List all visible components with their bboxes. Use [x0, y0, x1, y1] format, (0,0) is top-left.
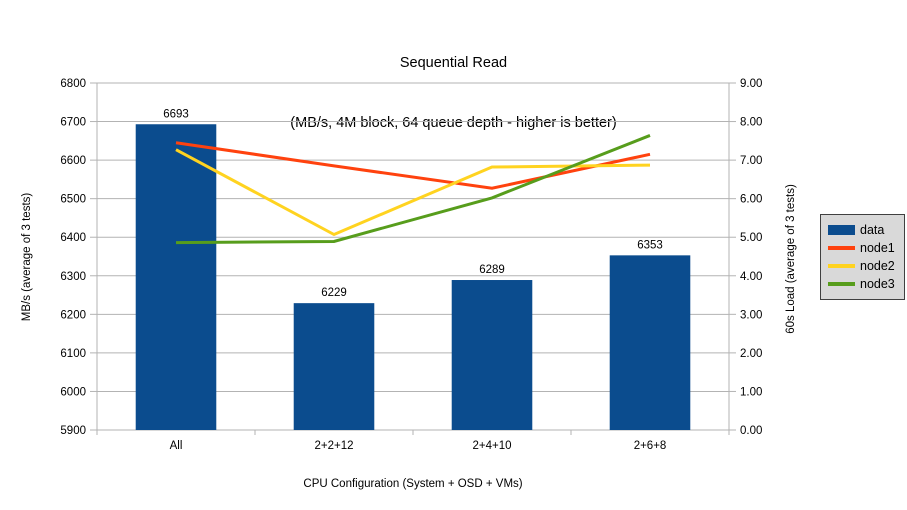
right-axis-tick-label: 6.00	[740, 194, 762, 206]
bar-value-label: 6693	[163, 108, 189, 120]
legend-item-data: data	[828, 221, 902, 239]
bar-All	[135, 124, 217, 430]
right-axis-tick-label: 0.00	[740, 425, 762, 437]
bar-2+6+8	[609, 255, 691, 430]
bar-2+2+12	[293, 303, 375, 430]
legend-label-node3: node3	[860, 277, 895, 291]
right-axis-tick-label: 4.00	[740, 271, 762, 283]
legend-swatch-data	[828, 225, 855, 235]
bar-2+4+10	[451, 280, 533, 430]
chart-subtitle: (MB/s, 4M block, 64 queue depth - higher…	[290, 115, 617, 131]
bar-value-label: 6229	[321, 287, 347, 299]
legend-swatch-node2	[828, 264, 855, 268]
right-axis-tick-label: 9.00	[740, 78, 762, 90]
left-axis-tick-label: 6300	[60, 271, 86, 283]
x-category-label: 2+6+8	[634, 440, 667, 452]
left-axis-tick-label: 6000	[60, 386, 86, 398]
left-axis-title: MB/s (average of 3 tests)	[21, 193, 33, 322]
legend-item-node3: node3	[828, 275, 902, 293]
right-axis-tick-label: 8.00	[740, 117, 762, 129]
x-axis-title: CPU Configuration (System + OSD + VMs)	[303, 478, 522, 490]
legend-label-data: data	[860, 223, 885, 237]
chart-title: Sequential Read	[399, 55, 508, 71]
right-axis-tick-label: 3.00	[740, 309, 762, 321]
legend-swatch-node3	[828, 282, 855, 286]
x-category-label: All	[170, 440, 183, 452]
plot-generated-content: 5900 6000 6100 6200 6300 6400 6500 6600 6700 6800…	[60, 78, 762, 452]
legend: data node1 node2 node3	[820, 214, 905, 300]
left-axis-tick-label: 6600	[60, 155, 86, 167]
right-axis-tick-label: 1.00	[740, 386, 762, 398]
bar-value-label: 6353	[637, 239, 663, 251]
right-axis-tick-label: 5.00	[740, 232, 762, 244]
line-node1	[175, 141, 651, 190]
x-category-label: 2+4+10	[472, 440, 511, 452]
line-node3	[175, 134, 651, 245]
chart-title-block: Sequential Read (MB/s, 4M block, 64 queu…	[0, 13, 907, 173]
legend-item-node2: node2	[828, 257, 902, 275]
left-axis-tick-label: 6100	[60, 348, 86, 360]
right-axis-tick-label: 7.00	[740, 155, 762, 167]
right-axis-tick-label: 2.00	[740, 348, 762, 360]
bar-value-label: 6289	[479, 264, 505, 276]
left-axis-tick-label: 6700	[60, 117, 86, 129]
right-axis-title: 60s Load (average of 3 tests)	[785, 184, 797, 334]
left-axis-tick-label: 5900	[60, 425, 86, 437]
x-category-label: 2+2+12	[314, 440, 353, 452]
left-axis-tick-label: 6500	[60, 194, 86, 206]
legend-label-node2: node2	[860, 259, 895, 273]
legend-item-node1: node1	[828, 239, 902, 257]
legend-swatch-node1	[828, 246, 855, 250]
left-axis-tick-label: 6200	[60, 309, 86, 321]
legend-label-node1: node1	[860, 241, 895, 255]
left-axis-tick-label: 6800	[60, 78, 86, 90]
left-axis-tick-label: 6400	[60, 232, 86, 244]
